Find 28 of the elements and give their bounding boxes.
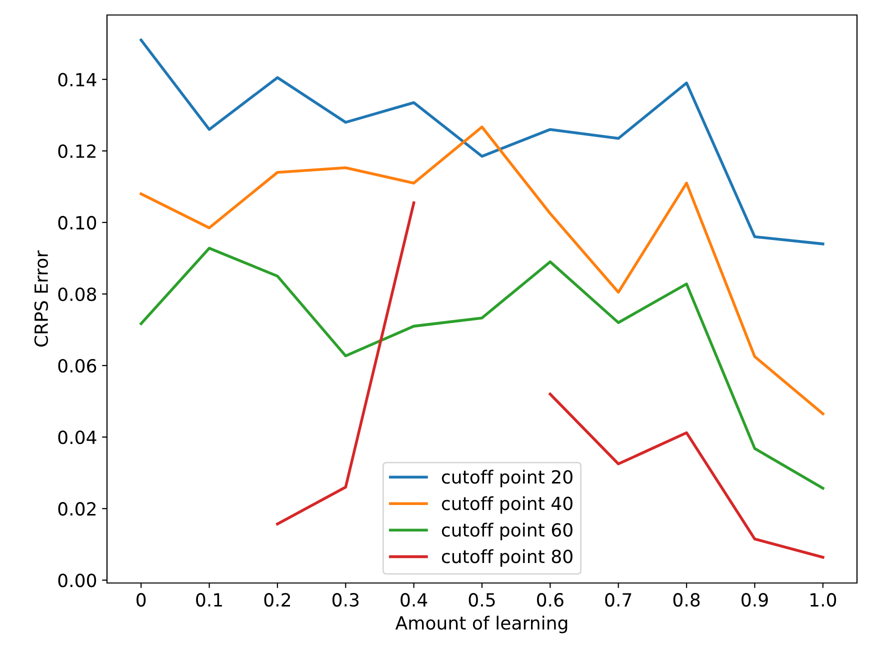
y-tick-label: 0.10 [58,216,96,230]
y-tick-label: 0.14 [58,72,96,86]
line-series [140,38,824,246]
legend-label: cutoff point 80 [442,549,572,567]
x-tick-label: 0.9 [742,593,768,607]
x-tick-label: 0.2 [264,593,290,607]
x-tick-label: 1.0 [810,593,836,607]
x-tick-label: 0.7 [605,593,632,607]
y-tick-label: 0.12 [58,144,96,158]
x-tick-label: 0 [136,593,146,607]
x-tick-label: 0.6 [537,593,564,607]
legend-label: cutoff point 40 [442,496,572,514]
x-axis-title: Amount of learning [395,616,568,634]
y-tick-label: 0.06 [58,358,96,373]
x-tick-label: 0.3 [332,593,359,607]
legend-label: cutoff point 20 [442,470,572,488]
y-tick-label: 0.02 [58,502,96,516]
y-tick-label: 0.08 [58,287,96,302]
line-series [140,246,824,490]
x-tick-label: 0.4 [400,593,428,607]
x-tick-label: 0.8 [673,593,700,607]
legend-label: cutoff point 60 [442,522,572,540]
line-series [140,126,824,416]
y-axis-title: CRPS Error [34,250,48,347]
x-tick-label: 0.1 [196,593,222,607]
y-tick-label: 0.04 [58,430,96,444]
y-tick-label: 0.00 [58,574,96,588]
x-tick-label: 0.5 [468,593,495,607]
